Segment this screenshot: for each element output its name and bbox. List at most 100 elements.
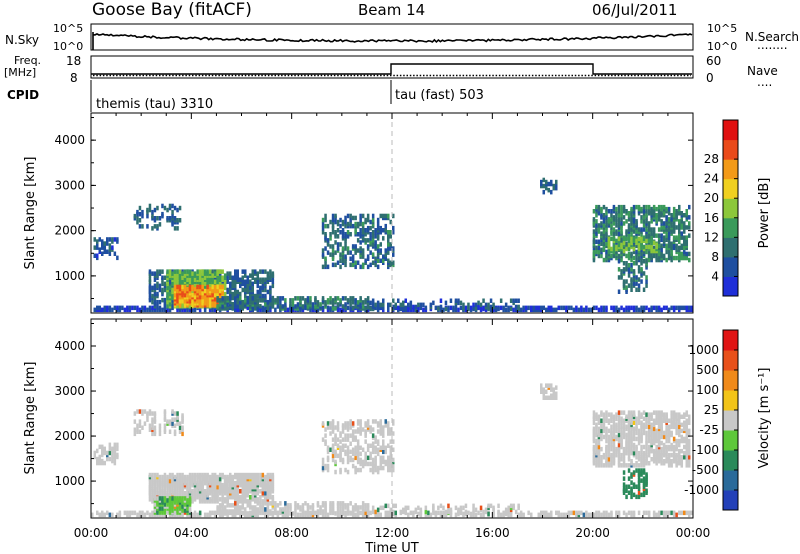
velocity-cell xyxy=(387,425,390,430)
power-cell xyxy=(630,305,633,311)
velocity-cell xyxy=(417,505,420,511)
velocity-cell xyxy=(409,510,413,516)
power-cell xyxy=(244,283,247,289)
velocity-cell xyxy=(467,510,470,516)
power-cell xyxy=(359,221,362,227)
velocity-cell xyxy=(617,428,621,434)
power-cell xyxy=(173,226,177,231)
power-cell xyxy=(607,248,611,254)
velocity-cell xyxy=(291,511,295,516)
velocity-cell xyxy=(444,509,448,515)
power-cell xyxy=(592,229,596,234)
power-cell xyxy=(404,298,408,303)
power-cell xyxy=(331,298,335,303)
velocity-cell xyxy=(256,511,260,516)
power-cell xyxy=(208,299,212,304)
velocity-cell xyxy=(369,510,372,516)
power-cell xyxy=(662,239,666,244)
velocity-cell xyxy=(106,510,109,516)
power-cell xyxy=(331,217,335,223)
power-cell xyxy=(660,307,663,313)
power-cell xyxy=(236,273,240,278)
power-cell xyxy=(336,234,340,239)
velocity-cell xyxy=(369,443,372,448)
power-cell xyxy=(221,269,224,274)
velocity-cell xyxy=(364,421,367,426)
velocity-cell xyxy=(221,495,224,500)
velocity-cell xyxy=(537,512,541,518)
power-cell xyxy=(417,302,420,308)
velocity-cell xyxy=(266,472,270,478)
velocity-cell xyxy=(587,512,591,518)
power-cell xyxy=(106,305,109,311)
velocity-cell xyxy=(605,510,608,516)
power-cell xyxy=(183,277,187,282)
velocity-cell xyxy=(382,465,385,471)
velocity-cell xyxy=(382,505,385,511)
velocity-cell xyxy=(650,457,653,462)
velocity-cell xyxy=(216,484,219,490)
power-cell xyxy=(156,205,159,211)
power-cell xyxy=(404,305,408,311)
velocity-cell xyxy=(221,472,224,478)
velocity-cell xyxy=(241,495,245,500)
velocity-cell xyxy=(600,446,603,452)
power-cell xyxy=(632,305,636,311)
velocity-cell xyxy=(198,478,202,484)
power-cell xyxy=(555,185,558,191)
velocity-cell xyxy=(103,450,107,456)
power-cell xyxy=(331,213,335,219)
power-cell xyxy=(376,252,380,257)
power-cell xyxy=(153,277,157,282)
power-cell xyxy=(650,246,653,252)
velocity-cell xyxy=(96,460,99,466)
power-cell xyxy=(509,298,513,303)
velocity-cell xyxy=(550,393,553,398)
power-cell xyxy=(454,298,458,303)
velocity-cell xyxy=(371,469,375,475)
power-cell xyxy=(617,217,621,222)
power-cell xyxy=(329,296,332,301)
power-cell xyxy=(477,304,480,310)
velocity-cell xyxy=(615,412,618,417)
velocity-cell xyxy=(234,480,237,486)
velocity-cell xyxy=(138,419,142,424)
power-cell xyxy=(409,300,413,306)
velocity-cell xyxy=(600,410,603,415)
power-cell xyxy=(153,299,157,305)
velocity-cell xyxy=(146,510,149,516)
power-cell xyxy=(647,233,651,238)
power-cell xyxy=(429,302,433,308)
velocity-cell xyxy=(231,495,235,500)
power-cell xyxy=(361,221,365,227)
velocity-cell xyxy=(550,387,553,392)
velocity-cell xyxy=(188,486,192,492)
power-cell xyxy=(595,204,598,210)
power-cell xyxy=(341,304,345,309)
power-cell xyxy=(384,228,388,233)
power-cell xyxy=(374,228,377,233)
velocity-cell xyxy=(349,449,352,455)
velocity-cell xyxy=(462,505,465,511)
velocity-cell xyxy=(321,512,325,518)
velocity-cell xyxy=(208,497,212,502)
power-cell xyxy=(612,215,616,220)
velocity-cell xyxy=(354,435,357,440)
power-cell xyxy=(178,205,182,211)
velocity-cell xyxy=(605,459,608,464)
power-cell xyxy=(655,242,658,248)
power-cell xyxy=(354,264,357,270)
power-cell xyxy=(637,277,641,282)
velocity-cell xyxy=(161,496,164,501)
velocity-cell xyxy=(376,451,380,457)
power-cell xyxy=(474,302,478,308)
velocity-cell xyxy=(264,501,267,506)
power-cell xyxy=(617,209,621,214)
velocity-cell xyxy=(361,459,365,465)
power-y-tick-label: 3000 xyxy=(54,178,85,192)
power-cell xyxy=(186,277,189,282)
velocity-cell xyxy=(339,439,342,444)
power-cell xyxy=(552,307,556,313)
power-cell xyxy=(259,304,262,309)
